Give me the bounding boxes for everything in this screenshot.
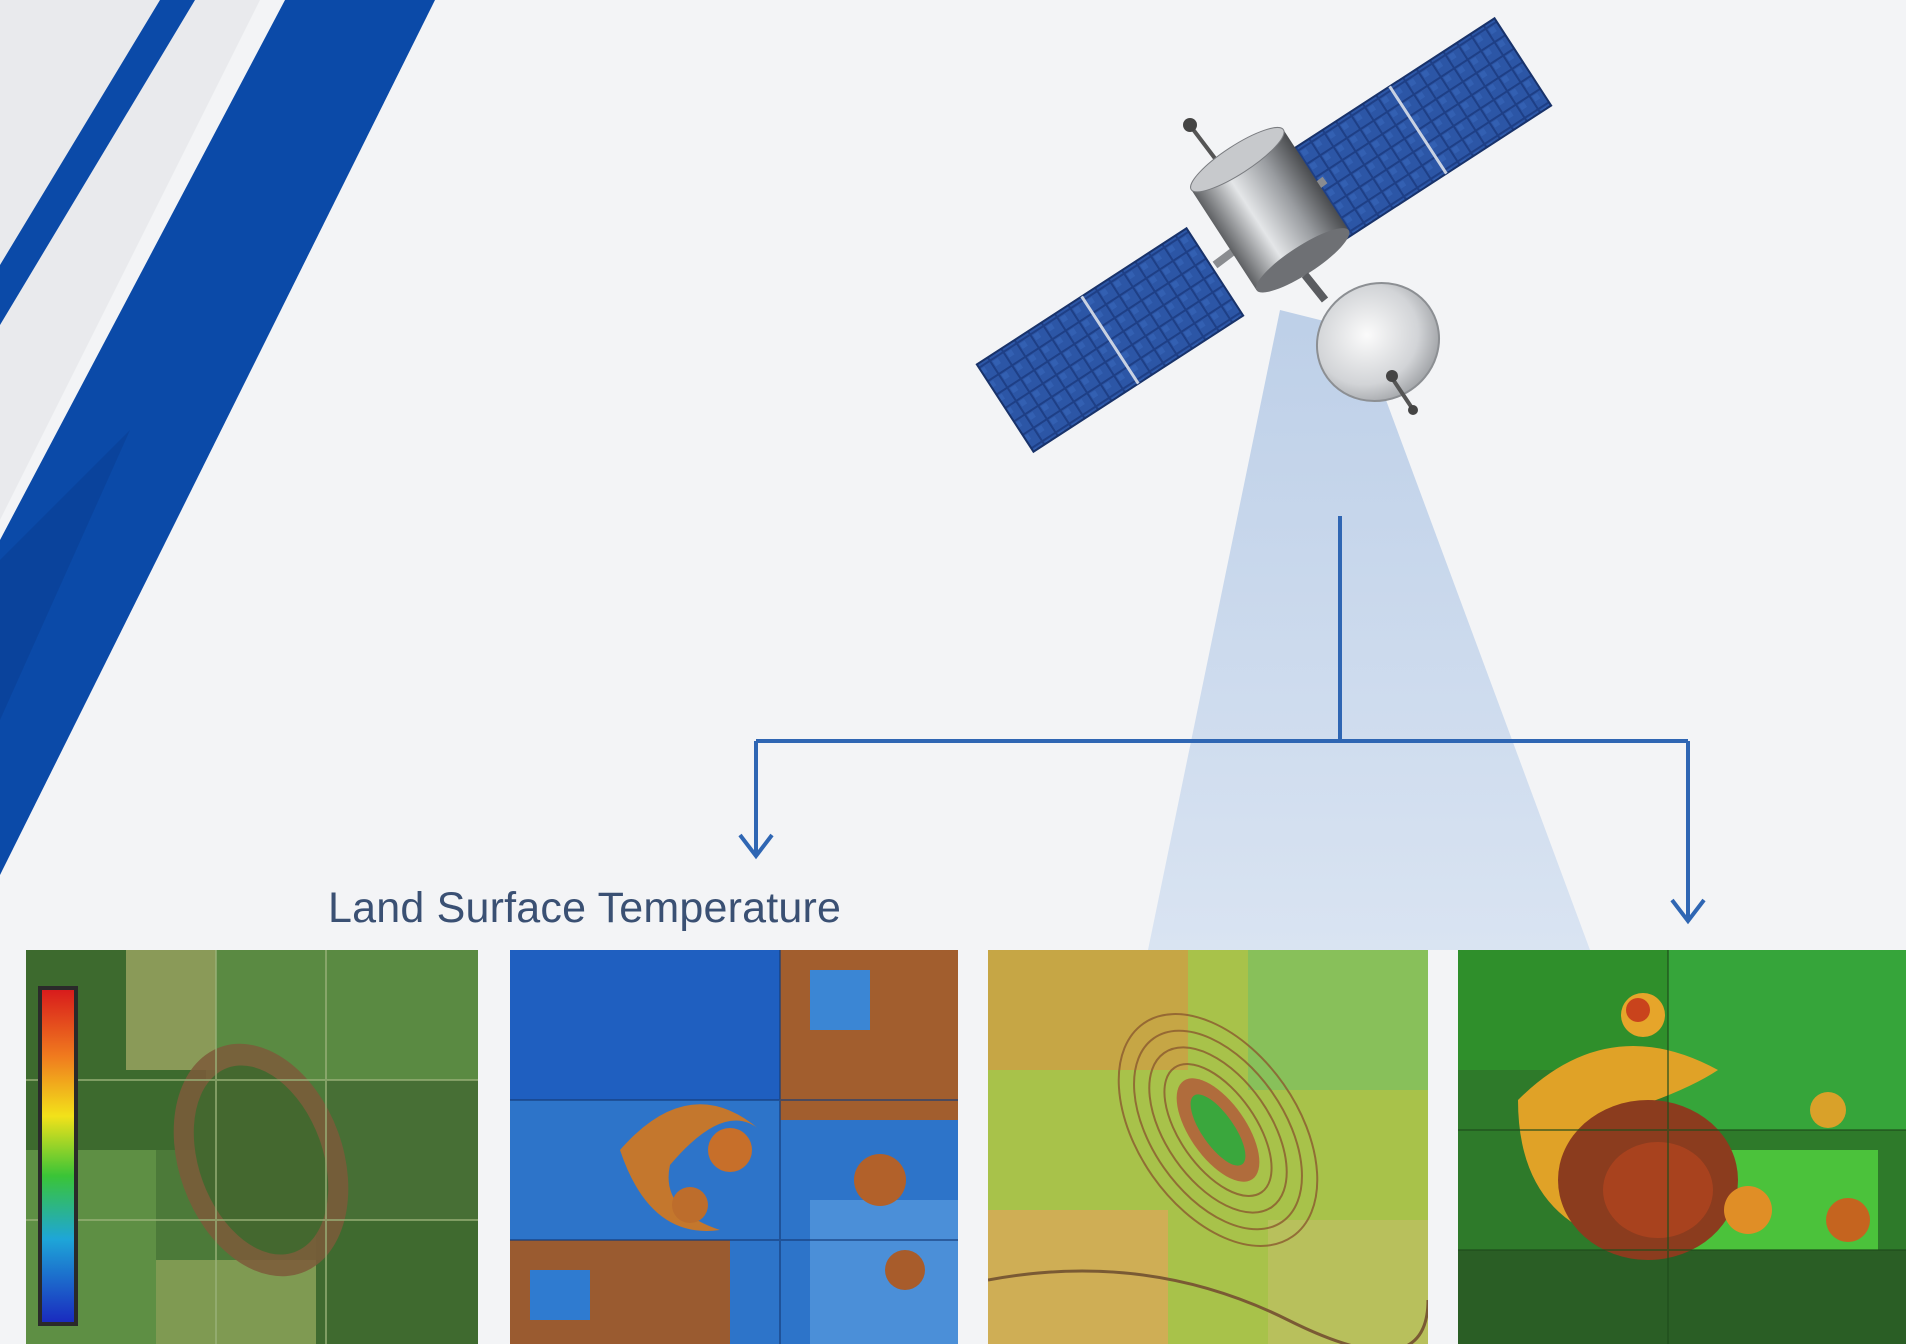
connector-lines bbox=[754, 516, 1690, 920]
land-surface-temperature-label: Land Surface Temperature bbox=[328, 884, 842, 932]
topographic-map-panel bbox=[988, 950, 1428, 1344]
sensor-beam bbox=[1148, 310, 1590, 950]
vegetation-map-panel bbox=[1458, 950, 1906, 1344]
temperature-map-panel bbox=[510, 950, 958, 1344]
aerial-image-panel bbox=[26, 950, 478, 1344]
satellite-icon bbox=[975, 16, 1553, 454]
arrow-down-icon bbox=[1670, 898, 1706, 925]
diagonal-stripes bbox=[0, 0, 435, 875]
arrow-down-icon bbox=[738, 833, 774, 860]
